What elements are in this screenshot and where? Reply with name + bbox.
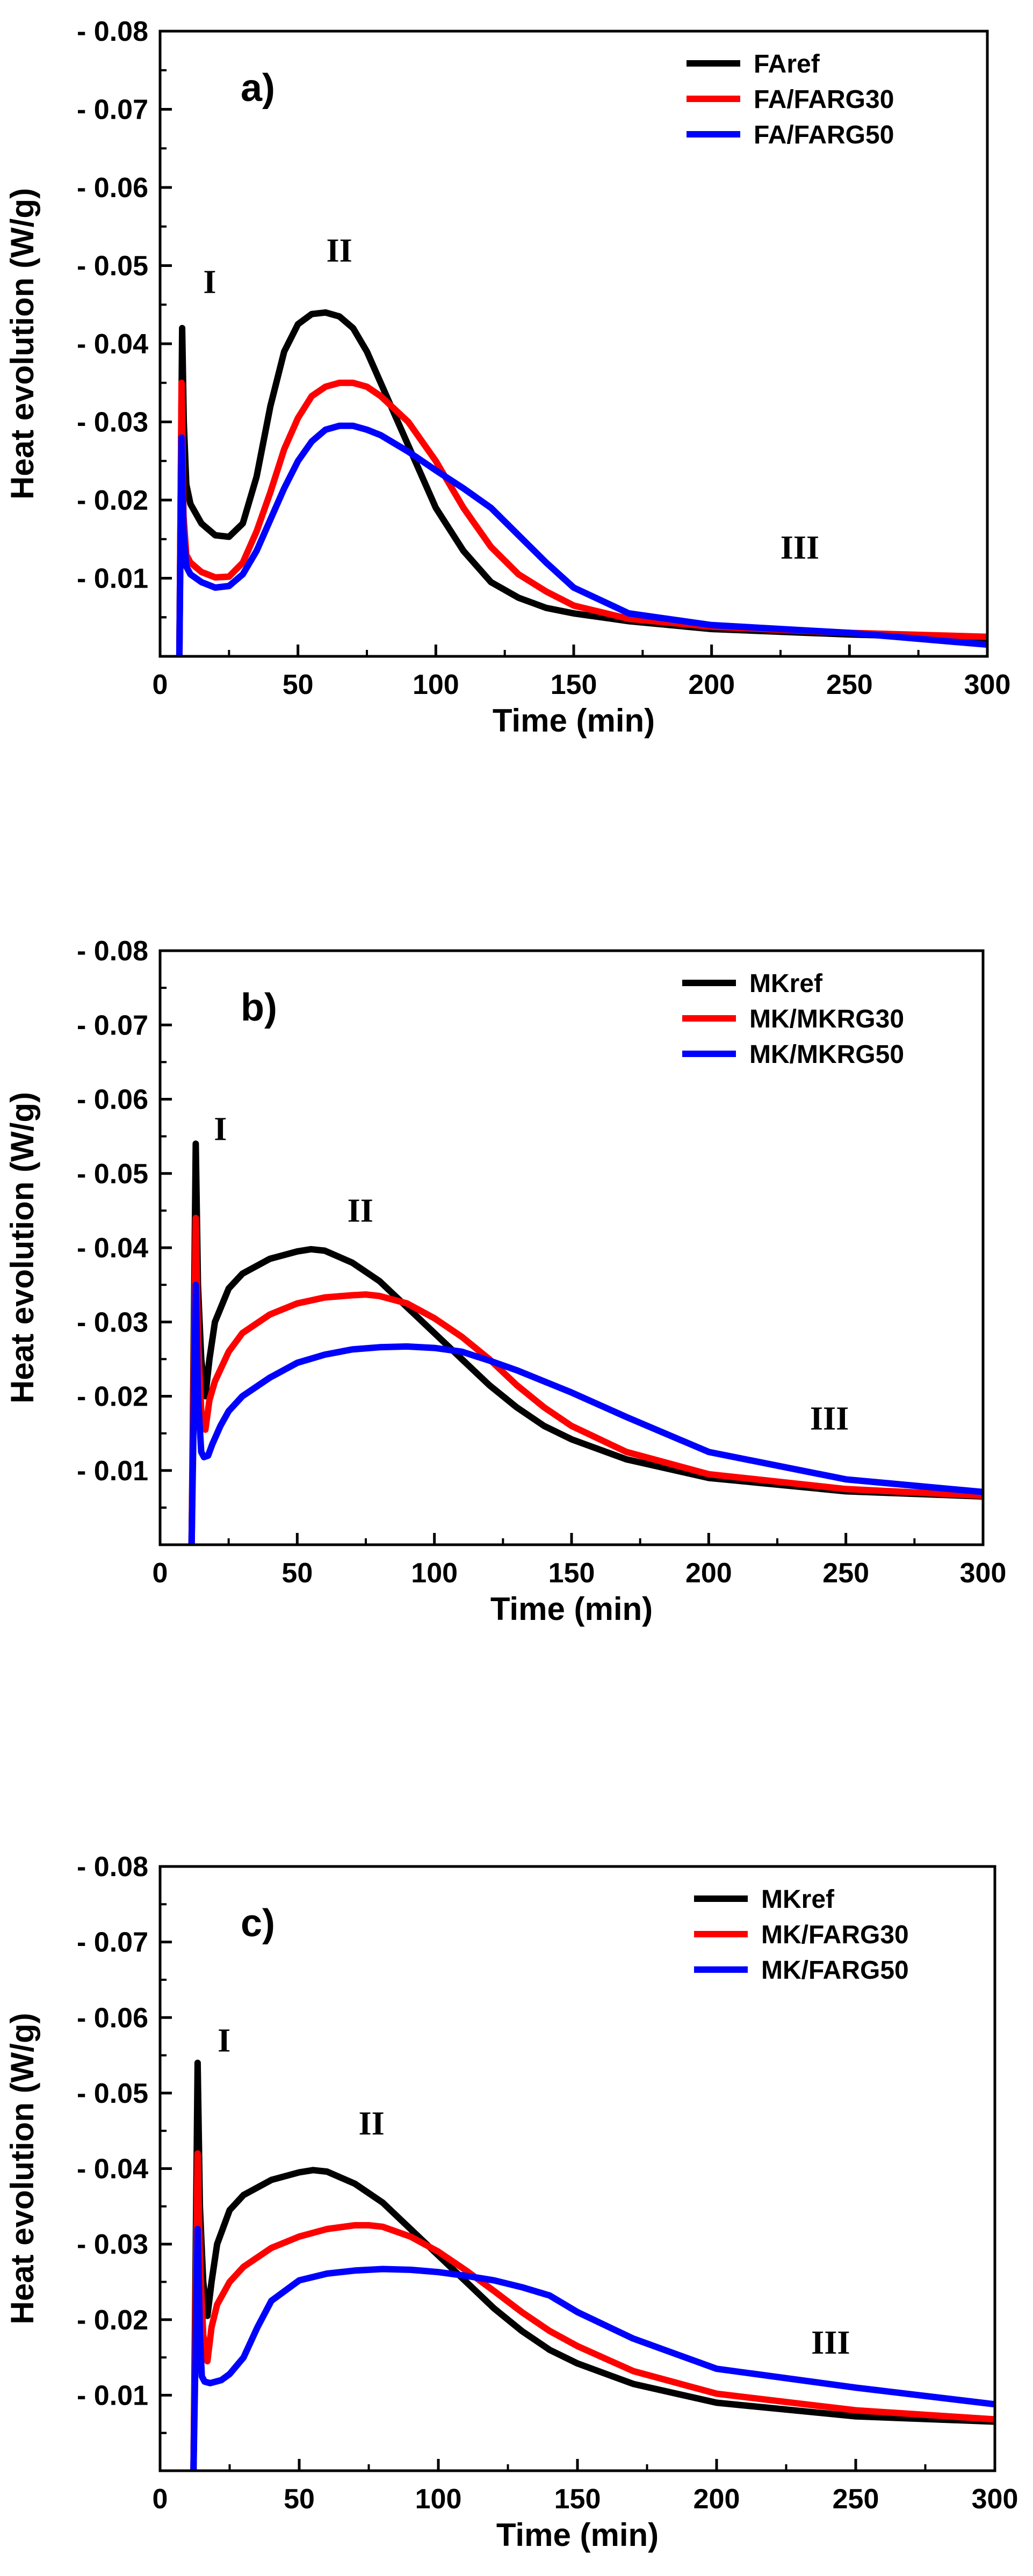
y-tick-label: - 0.02 xyxy=(77,2305,148,2336)
annotation-label: I xyxy=(203,264,216,300)
chart-panel-b: 0 50 100 150 200 250 300 - 0.01 - 0.02 - 0.03 - 0.… xyxy=(4,936,1006,1627)
series-line-mkref xyxy=(190,2059,995,2471)
y-tick-label: - 0.01 xyxy=(77,2380,148,2411)
panel-label: c) xyxy=(241,1902,275,1945)
x-axis-title: Time (min) xyxy=(496,2517,659,2553)
x-tick-label: 150 xyxy=(548,1558,595,1589)
x-tick-label: 250 xyxy=(822,1558,869,1589)
series-line-mk-farg30 xyxy=(190,2150,995,2471)
x-tick-label: 300 xyxy=(960,1558,1007,1589)
plot-frame xyxy=(158,30,989,658)
legend-label: MK/MKRG30 xyxy=(749,1005,904,1033)
x-tick-label: 200 xyxy=(694,2484,740,2515)
x-tick-label: 50 xyxy=(283,669,314,700)
y-tick-label: - 0.05 xyxy=(77,2078,148,2109)
legend-label: FAref xyxy=(754,50,820,78)
y-tick-label: - 0.08 xyxy=(77,936,148,967)
y-tick-label: - 0.06 xyxy=(77,1084,148,1116)
x-tick-label: 200 xyxy=(685,1558,732,1589)
annotation-label: III xyxy=(781,530,819,566)
annotation-label: II xyxy=(348,1193,373,1229)
x-tick-label: 50 xyxy=(284,2484,315,2515)
annotation-label: III xyxy=(810,1401,849,1437)
y-tick-label: - 0.05 xyxy=(77,251,148,282)
y-tick-label: - 0.03 xyxy=(77,2229,148,2260)
series-line-fa-farg50 xyxy=(176,422,987,656)
y-tick-label: - 0.02 xyxy=(77,485,148,516)
y-tick-label: - 0.08 xyxy=(77,16,148,47)
series-line-mk-mkrg30 xyxy=(188,1214,983,1545)
x-axis-title: Time (min) xyxy=(493,703,655,739)
series-line-mk-mkrg50 xyxy=(188,1282,983,1545)
x-tick-label: 0 xyxy=(153,2484,168,2515)
y-tick-label: - 0.03 xyxy=(77,1307,148,1338)
x-tick-label: 0 xyxy=(153,669,168,700)
series-line-mk-farg50 xyxy=(190,2226,995,2471)
y-tick-label: - 0.06 xyxy=(77,2002,148,2034)
y-axis-title: Heat evolution (W/g) xyxy=(4,188,40,500)
y-tick-label: - 0.07 xyxy=(77,1927,148,1958)
annotation-label: II xyxy=(359,2105,385,2142)
x-tick-label: 200 xyxy=(688,669,735,700)
x-tick-label: 250 xyxy=(826,669,873,700)
x-tick-label: 150 xyxy=(551,669,597,700)
x-tick-label: 250 xyxy=(833,2484,879,2515)
chart-panel-a: 0 50 100 150 200 250 300 - 0.01 - 0.02 - 0.03 - 0.… xyxy=(4,16,1010,739)
x-tick-label: 100 xyxy=(413,669,459,700)
legend-label: FA/FARG30 xyxy=(754,85,894,114)
annotation-label: I xyxy=(214,1111,227,1148)
legend-label: MK/FARG50 xyxy=(761,1956,909,1985)
x-tick-label: 150 xyxy=(554,2484,601,2515)
y-tick-label: - 0.07 xyxy=(77,95,148,126)
y-tick-label: - 0.05 xyxy=(77,1159,148,1190)
y-tick-label: - 0.04 xyxy=(77,2154,148,2185)
legend-label: FA/FARG50 xyxy=(754,121,894,149)
series-line-mkref xyxy=(188,1140,983,1545)
y-tick-label: - 0.07 xyxy=(77,1010,148,1041)
legend-label: MKref xyxy=(761,1885,835,1914)
plot-frame xyxy=(158,949,985,1546)
y-tick-label: - 0.03 xyxy=(77,407,148,438)
legend-label: MKref xyxy=(749,969,823,998)
legend-label: MK/MKRG50 xyxy=(749,1040,904,1069)
y-axis-title: Heat evolution (W/g) xyxy=(4,1092,40,1403)
panel-label: b) xyxy=(241,986,277,1029)
x-tick-label: 50 xyxy=(281,1558,313,1589)
chart-panel-c: 0 50 100 150 200 250 300 - 0.01 - 0.02 - 0.03 - 0.… xyxy=(4,1851,1018,2553)
x-tick-label: 100 xyxy=(411,1558,458,1589)
legend-label: MK/FARG30 xyxy=(761,1921,909,1949)
y-tick-label: - 0.04 xyxy=(77,329,148,360)
x-axis-title: Time (min) xyxy=(490,1591,653,1627)
y-tick-label: - 0.02 xyxy=(77,1381,148,1413)
y-axis-title: Heat evolution (W/g) xyxy=(4,2013,40,2325)
y-tick-label: - 0.06 xyxy=(77,172,148,204)
plot-frame xyxy=(158,1865,996,2472)
annotation-label: III xyxy=(811,2325,850,2361)
annotation-label: II xyxy=(327,233,352,269)
y-tick-label: - 0.08 xyxy=(77,1851,148,1883)
y-tick-label: - 0.01 xyxy=(77,1456,148,1487)
y-tick-label: - 0.01 xyxy=(77,563,148,595)
y-tick-label: - 0.04 xyxy=(77,1233,148,1264)
x-tick-label: 300 xyxy=(964,669,1011,700)
panel-label: a) xyxy=(241,67,275,110)
x-tick-label: 100 xyxy=(415,2484,462,2515)
x-tick-label: 0 xyxy=(153,1558,168,1589)
annotation-label: I xyxy=(218,2023,230,2059)
series-line-fa-farg30 xyxy=(176,379,987,656)
series-line-faref xyxy=(176,309,987,656)
x-tick-label: 300 xyxy=(972,2484,1018,2515)
